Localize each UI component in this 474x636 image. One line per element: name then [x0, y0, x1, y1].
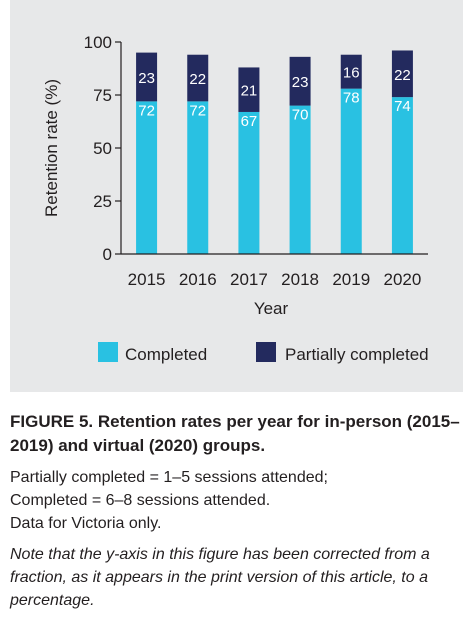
y-tick-label-100: 100: [84, 33, 112, 52]
caption-line-completed: Completed = 6–8 sessions attended.: [10, 492, 271, 509]
figure-label: FIGURE 5.: [10, 412, 94, 431]
bar-completed-2020: [391, 97, 413, 255]
data-label-partially-completed-2020: 22: [394, 67, 411, 84]
data-label-completed-2018: 70: [292, 107, 309, 124]
caption-definitions: Partially completed = 1–5 sessions atten…: [10, 466, 465, 535]
bar-partially-completed-2017: [238, 67, 260, 112]
bar-partially-completed-2018: [289, 56, 311, 106]
bar-partially-completed-2020: [391, 50, 413, 98]
figure-caption: FIGURE 5. Retention rates per year for i…: [10, 410, 465, 612]
legend-swatch-partially-completed: [256, 342, 276, 362]
bar-completed-2015: [136, 101, 158, 254]
data-label-completed-2017: 67: [241, 113, 258, 130]
x-tick-label-2019: 2019: [332, 270, 370, 289]
data-label-completed-2019: 78: [343, 90, 360, 107]
y-tick-label-25: 25: [93, 192, 112, 211]
caption-line-partial: Partially completed = 1–5 sessions atten…: [10, 469, 328, 486]
caption-title-text: Retention rates per year for in-person (…: [10, 412, 460, 455]
data-label-completed-2020: 74: [394, 98, 411, 115]
data-label-partially-completed-2018: 23: [292, 74, 309, 91]
data-label-partially-completed-2015: 23: [138, 70, 155, 87]
y-axis-label: Retention rate (%): [42, 79, 61, 217]
y-tick-label-75: 75: [93, 86, 112, 105]
bar-partially-completed-2016: [187, 54, 209, 102]
bar-partially-completed-2015: [136, 52, 158, 102]
bar-completed-2018: [289, 105, 311, 254]
caption-note: Note that the y-axis in this figure has …: [10, 546, 430, 609]
x-tick-label-2018: 2018: [281, 270, 319, 289]
bar-completed-2016: [187, 101, 209, 254]
legend: Completed Partially completed: [98, 342, 429, 364]
x-axis-label: Year: [254, 299, 289, 318]
figure-panel: 72 23 72 22 67 21 70 23 78 16 74 22 2015 2016 2017 201…: [10, 0, 463, 392]
bar-partially-completed-2019: [340, 54, 362, 89]
x-tick-label-2016: 2016: [179, 270, 217, 289]
caption-line-data-source: Data for Victoria only.: [10, 515, 162, 532]
data-label-partially-completed-2019: 16: [343, 65, 360, 82]
data-label-completed-2015: 72: [138, 102, 155, 119]
data-label-partially-completed-2017: 21: [241, 83, 258, 100]
legend-swatch-completed: [98, 342, 118, 362]
caption-title: FIGURE 5. Retention rates per year for i…: [10, 410, 465, 458]
x-tick-label-2015: 2015: [128, 270, 166, 289]
bar-completed-2017: [238, 111, 260, 255]
y-tick-label-50: 50: [93, 139, 112, 158]
x-tick-label-2017: 2017: [230, 270, 268, 289]
data-label-completed-2016: 72: [189, 102, 206, 119]
y-tick-label-0: 0: [103, 245, 112, 264]
legend-label-completed: Completed: [125, 345, 207, 364]
x-tick-label-2020: 2020: [384, 270, 422, 289]
data-label-partially-completed-2016: 22: [189, 71, 206, 88]
retention-chart: 72 23 72 22 67 21 70 23 78 16 74 22 2015 2016 2017 201…: [42, 33, 429, 364]
bar-completed-2019: [340, 88, 362, 254]
legend-label-partially-completed: Partially completed: [285, 345, 429, 364]
